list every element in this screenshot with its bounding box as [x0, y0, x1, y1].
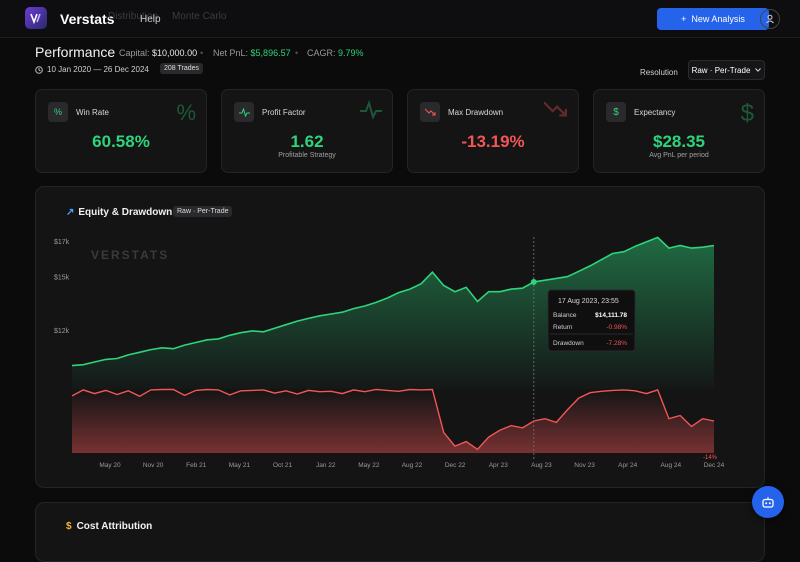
- cost-attribution-panel: $ Cost Attribution: [35, 502, 765, 562]
- x-tick-label: May 22: [358, 462, 380, 469]
- x-tick-label: Aug 22: [402, 462, 423, 469]
- pulse-icon: [234, 102, 254, 122]
- x-tick-label: Apr 23: [489, 462, 509, 469]
- cagr-stat: CAGR: 9.79%: [307, 48, 364, 58]
- date-range: 10 Jan 2020 — 26 Dec 2024: [35, 65, 149, 74]
- dollar-icon: $: [740, 100, 754, 127]
- x-tick-label: Nov 23: [574, 462, 595, 469]
- assistant-fab-button[interactable]: [752, 486, 784, 518]
- capital-stat: Capital: $10,000.00: [119, 48, 198, 58]
- x-tick-label: May 21: [229, 462, 251, 469]
- card-sub: Profitable Strategy: [278, 152, 336, 159]
- profit-factor-card: Profit Factor 1.62 Profitable Strategy: [221, 89, 393, 173]
- drawdown-area: [72, 389, 714, 453]
- user-avatar-button[interactable]: [760, 9, 780, 29]
- trend-down-icon: [420, 102, 440, 122]
- x-tick-label: Apr 24: [618, 462, 638, 469]
- y-tick-label: $12k: [54, 328, 70, 335]
- chevron-down-icon: [755, 68, 762, 72]
- resolution-select[interactable]: Raw · Per-Trade: [688, 60, 765, 80]
- card-value: 60.58%: [92, 132, 150, 151]
- net-pnl-stat: Net PnL: $5,896.57: [213, 48, 291, 58]
- card-label: Expectancy: [634, 108, 676, 117]
- card-sub: Avg PnL per period: [649, 152, 709, 159]
- app-logo[interactable]: [25, 7, 47, 29]
- card-label: Profit Factor: [262, 108, 306, 117]
- plus-icon: +: [681, 14, 687, 24]
- tooltip-drawdown-label: Drawdown: [553, 340, 584, 347]
- nav-distribution[interactable]: Distribution: [108, 11, 159, 22]
- card-value: $28.35: [653, 132, 705, 151]
- y-tick-label: $15k: [54, 275, 70, 282]
- new-analysis-button[interactable]: + New Analysis: [657, 8, 769, 30]
- chart-badge: Raw · Per-Trade: [173, 206, 233, 217]
- top-bar: Verstats Distribution Monte Carlo Help +…: [0, 0, 800, 38]
- card-value: 1.62: [290, 132, 324, 151]
- win-rate-card: % Win Rate % 60.58%: [35, 89, 207, 173]
- new-analysis-label: New Analysis: [691, 14, 745, 24]
- robot-icon: [762, 496, 774, 508]
- y-tick-label: $17k: [54, 239, 70, 246]
- tooltip-balance-value: $14,111.78: [595, 312, 627, 319]
- tooltip-drawdown-value: -7.28%: [606, 340, 627, 347]
- drawdown-line: [71, 388, 715, 451]
- nav-monte-carlo[interactable]: Monte Carlo: [172, 11, 227, 22]
- drawdown-min-label: -14%: [703, 455, 718, 461]
- chart-tooltip: 17 Aug 2023, 23:55 Balance $14,111.78 Re…: [547, 289, 636, 352]
- clock-icon: [35, 65, 43, 74]
- chart-title: ↗ Equity & Drawdown: [66, 207, 173, 218]
- pulse-icon: [360, 99, 382, 125]
- x-tick-label: Aug 24: [661, 462, 682, 469]
- max-drawdown-card: Max Drawdown -13.19%: [407, 89, 579, 173]
- card-value: -13.19%: [461, 132, 525, 151]
- tooltip-return-label: Return: [553, 324, 573, 331]
- x-tick-label: Feb 21: [186, 462, 207, 469]
- hover-point: [530, 278, 537, 285]
- y-axis: $17k $15k $12k: [54, 239, 70, 335]
- x-tick-label: Nov 20: [143, 462, 164, 469]
- dollar-icon: $: [606, 102, 626, 122]
- expectancy-card: $ Expectancy $ $28.35 Avg PnL per period: [593, 89, 765, 173]
- resolution-label: Resolution: [640, 68, 678, 77]
- x-tick-label: May 20: [99, 462, 121, 469]
- trades-badge: 208 Trades: [160, 63, 204, 74]
- equity-line: [71, 236, 715, 367]
- tooltip-date: 17 Aug 2023, 23:55: [558, 298, 619, 305]
- card-label: Max Drawdown: [448, 108, 504, 117]
- cost-attribution-title: $ Cost Attribution: [66, 521, 153, 532]
- x-tick-label: Oct 21: [273, 462, 293, 469]
- x-tick-label: Jan 22: [316, 462, 336, 469]
- tooltip-balance-label: Balance: [553, 312, 577, 319]
- x-tick-label: Dec 22: [445, 462, 466, 469]
- page-title: Performance: [35, 44, 116, 60]
- percent-icon: %: [48, 102, 68, 122]
- card-label: Win Rate: [76, 108, 109, 117]
- app-brand: Verstats: [60, 11, 115, 27]
- x-tick-label: Dec 24: [704, 462, 725, 469]
- x-tick-label: Aug 23: [531, 462, 552, 469]
- user-icon: [766, 14, 774, 24]
- x-axis: May 20 Nov 20 Feb 21 May 21 Oct 21 Jan 22 May …: [99, 462, 724, 469]
- resolution-value: Raw · Per-Trade: [691, 65, 751, 75]
- dollar-icon: $: [66, 521, 72, 532]
- percent-icon: %: [176, 100, 196, 125]
- tooltip-return-value: -0.98%: [606, 324, 627, 331]
- trend-up-icon: ↗: [66, 207, 75, 218]
- equity-drawdown-panel: VERSTATS $17k $15k $12k May 20 Nov 20 Feb 21…: [35, 186, 765, 488]
- chart-watermark: VERSTATS: [91, 248, 169, 262]
- trend-down-icon: [543, 100, 568, 125]
- nav-help[interactable]: Help: [140, 14, 161, 25]
- equity-chart[interactable]: VERSTATS $17k $15k $12k May 20 Nov 20 Feb 21…: [36, 187, 765, 488]
